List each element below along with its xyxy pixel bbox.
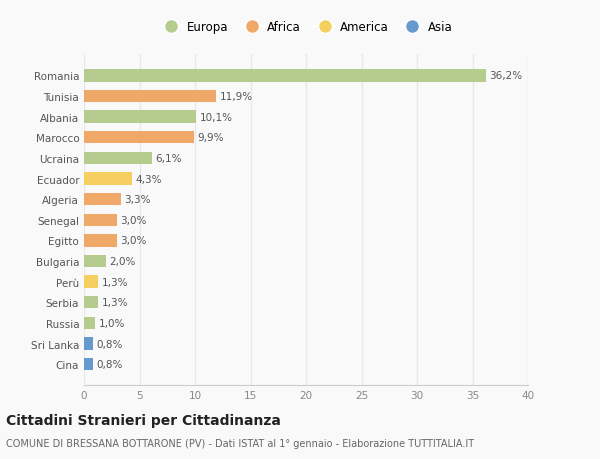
- Bar: [84, 235, 118, 247]
- Text: 36,2%: 36,2%: [489, 71, 522, 81]
- Bar: [84, 276, 98, 288]
- Text: 3,0%: 3,0%: [121, 236, 147, 246]
- Text: 6,1%: 6,1%: [155, 154, 182, 163]
- Text: COMUNE DI BRESSANA BOTTARONE (PV) - Dati ISTAT al 1° gennaio - Elaborazione TUTT: COMUNE DI BRESSANA BOTTARONE (PV) - Dati…: [6, 438, 474, 448]
- Bar: [84, 358, 93, 370]
- Bar: [84, 152, 152, 165]
- Bar: [84, 338, 93, 350]
- Text: 3,3%: 3,3%: [124, 195, 151, 205]
- Text: 2,0%: 2,0%: [110, 257, 136, 267]
- Text: Cittadini Stranieri per Cittadinanza: Cittadini Stranieri per Cittadinanza: [6, 414, 281, 428]
- Text: 1,3%: 1,3%: [102, 297, 128, 308]
- Text: 9,9%: 9,9%: [197, 133, 224, 143]
- Legend: Europa, Africa, America, Asia: Europa, Africa, America, Asia: [160, 21, 452, 34]
- Text: 1,0%: 1,0%: [98, 318, 125, 328]
- Text: 11,9%: 11,9%: [220, 92, 253, 102]
- Bar: [84, 132, 194, 144]
- Text: 10,1%: 10,1%: [199, 112, 232, 123]
- Text: 0,8%: 0,8%: [96, 359, 122, 369]
- Bar: [84, 194, 121, 206]
- Bar: [84, 91, 216, 103]
- Bar: [84, 173, 132, 185]
- Bar: [84, 214, 118, 226]
- Bar: [84, 70, 486, 83]
- Text: 3,0%: 3,0%: [121, 215, 147, 225]
- Text: 4,3%: 4,3%: [135, 174, 161, 184]
- Bar: [84, 317, 95, 330]
- Text: 1,3%: 1,3%: [102, 277, 128, 287]
- Bar: [84, 297, 98, 309]
- Text: 0,8%: 0,8%: [96, 339, 122, 349]
- Bar: [84, 111, 196, 123]
- Bar: [84, 255, 106, 268]
